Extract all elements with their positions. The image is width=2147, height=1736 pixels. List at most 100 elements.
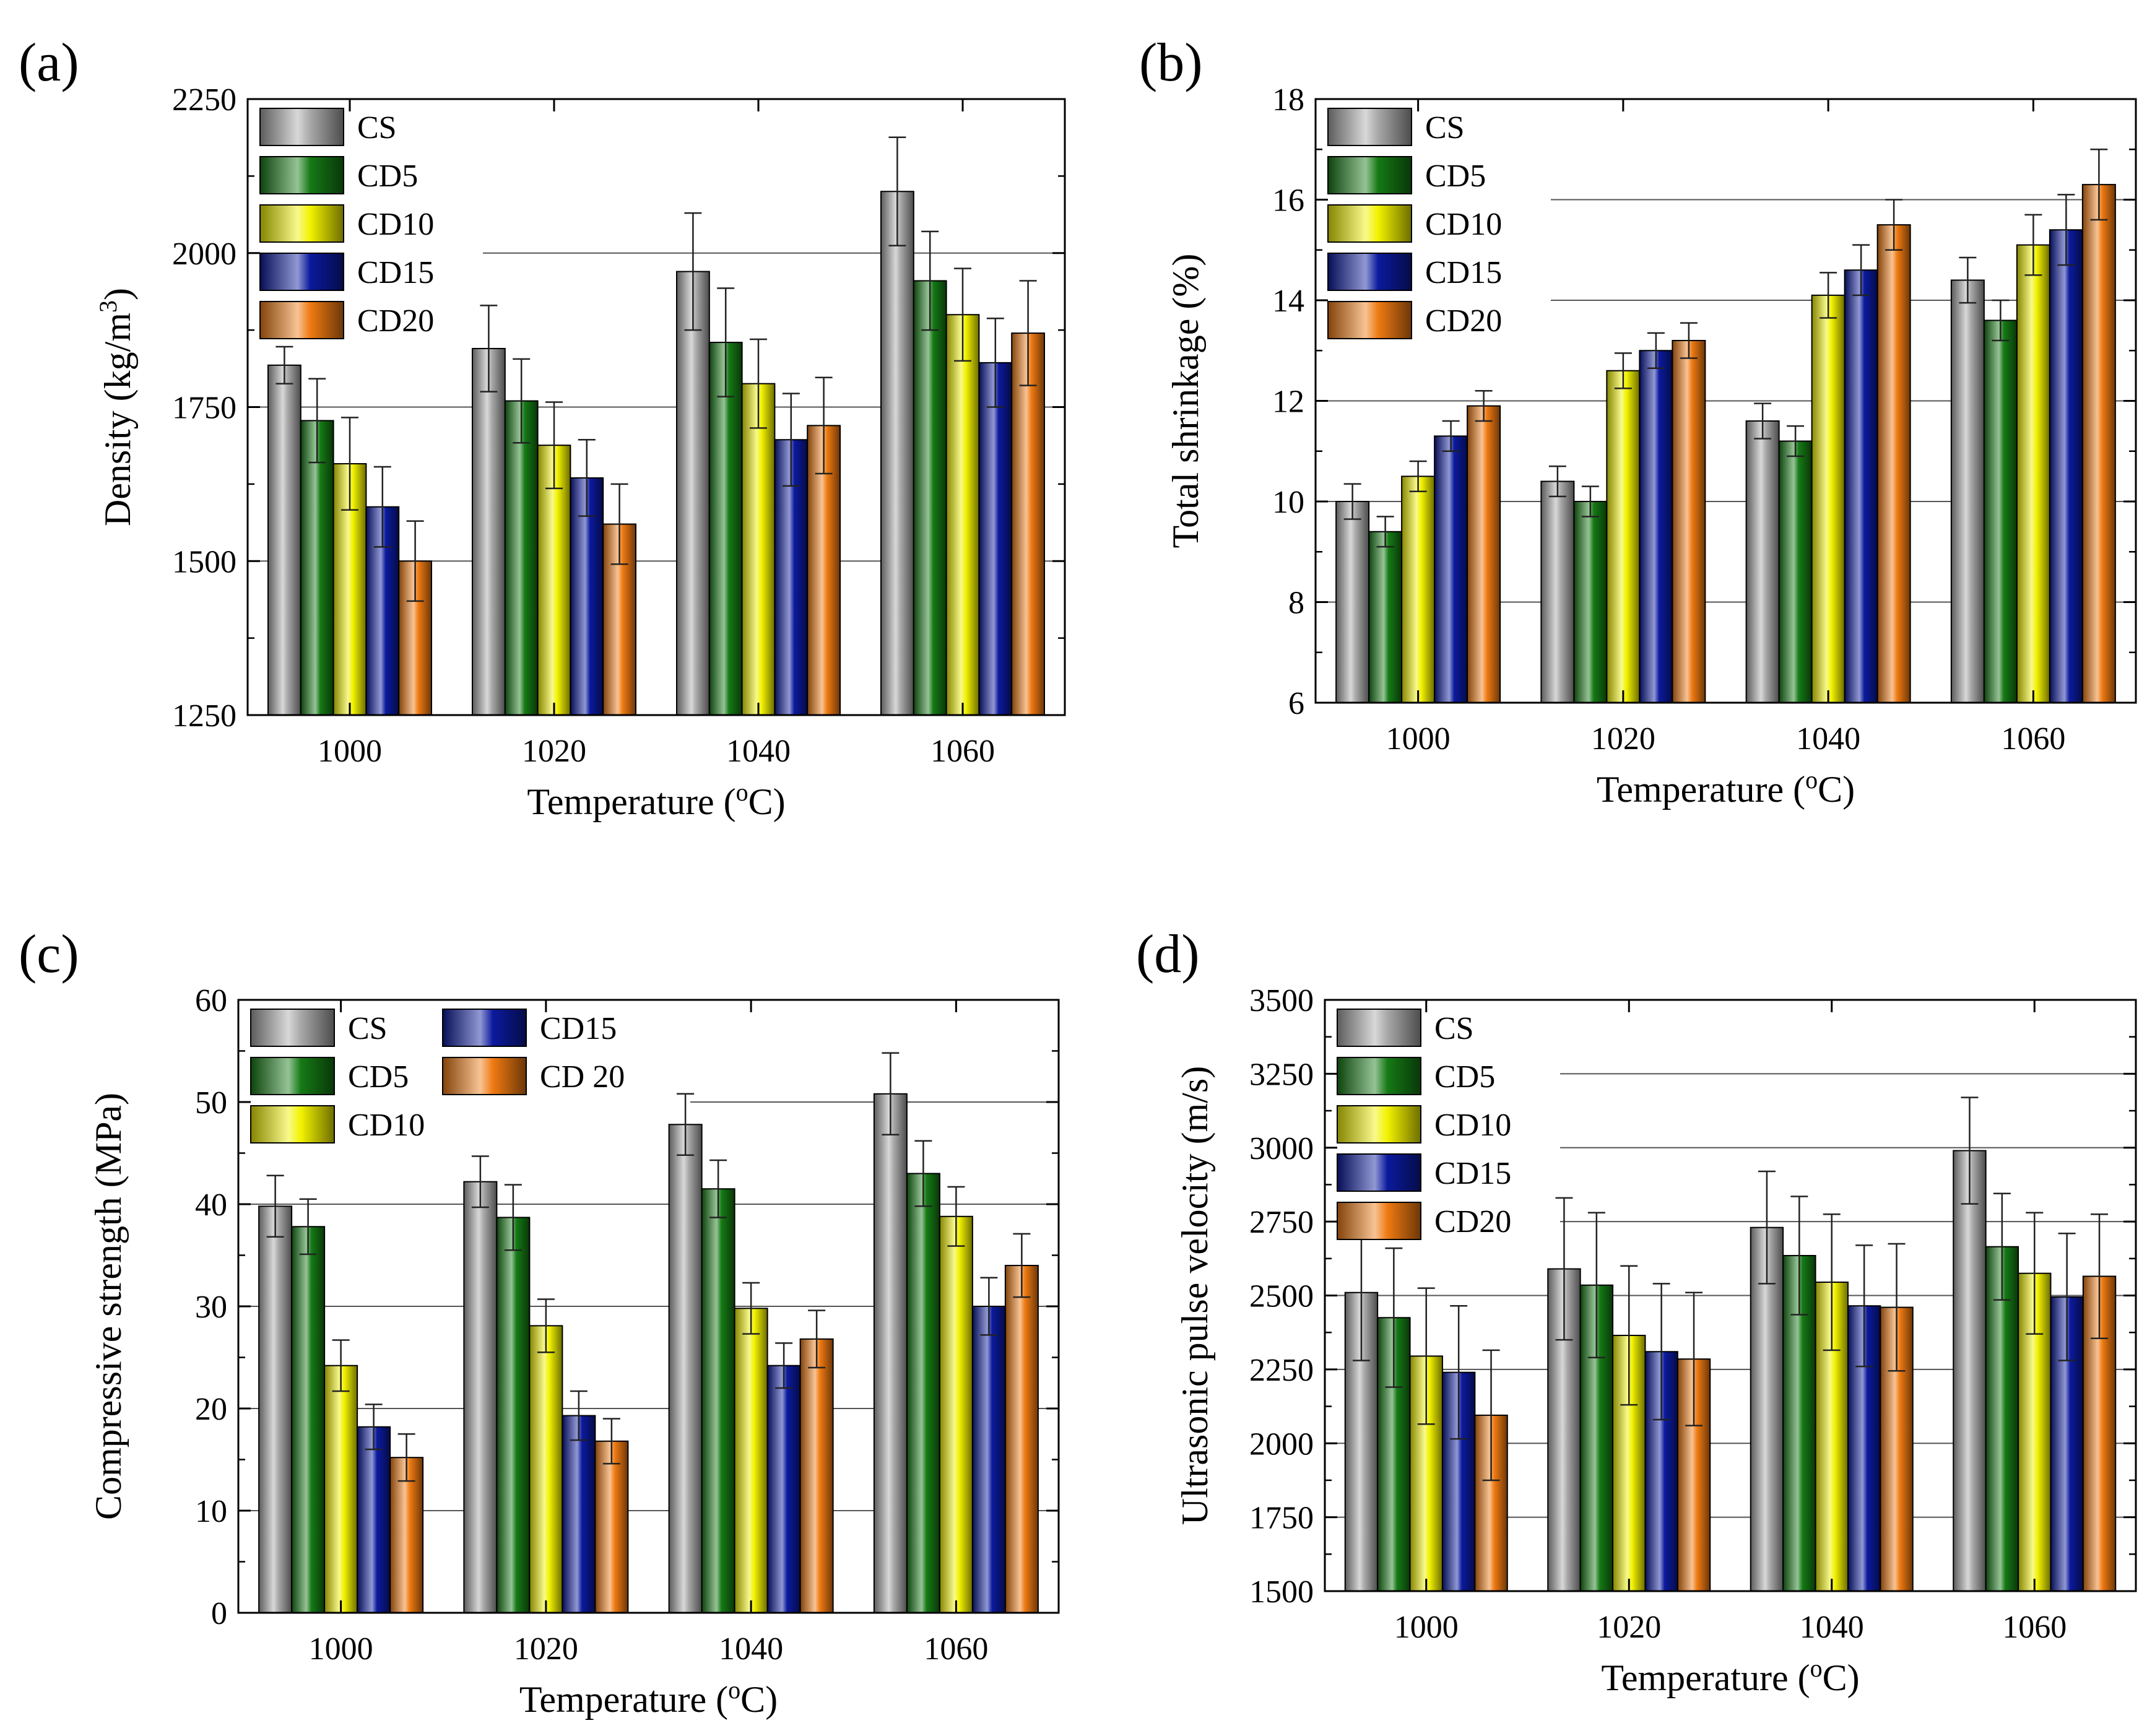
y-tick-label: 50	[195, 1085, 227, 1121]
error-bar	[299, 1198, 317, 1256]
error-bar	[684, 212, 702, 331]
legend-swatch	[1327, 253, 1412, 291]
legend-swatch	[1337, 1153, 1421, 1192]
x-tick-label: 1060	[2002, 1610, 2067, 1645]
bar-cs-1060	[1953, 1150, 1987, 1592]
bar-cs-1040	[668, 1124, 703, 1614]
bar-cs-1000	[267, 364, 301, 716]
y-tick-label: 1750	[1249, 1501, 1314, 1536]
error-bar	[537, 1298, 555, 1353]
error-bar	[266, 1174, 284, 1238]
y-tick-label: 10	[1272, 485, 1304, 520]
bar-cd10-1060	[945, 314, 980, 716]
y-tick-label: 3250	[1249, 1057, 1314, 1092]
bar-cd15-1060	[978, 362, 1013, 716]
legend-swatch	[259, 156, 344, 194]
error-bar	[921, 230, 939, 331]
error-bar	[1823, 1213, 1841, 1352]
bar-cs-1040	[1745, 420, 1780, 703]
bar-cd20-1060	[1004, 1265, 1039, 1613]
legend-label: CS	[1425, 110, 1465, 145]
error-bar	[1787, 425, 1805, 458]
x-tick-label: 1000	[1386, 721, 1451, 757]
legend: CS CD5 CD10 CD15 CD20	[1337, 1009, 1511, 1240]
bar-cd10-1020	[1606, 370, 1641, 703]
error-bar	[914, 1140, 932, 1207]
x-tick-label: 1020	[1597, 1610, 1661, 1645]
x-tick-label: 1000	[309, 1631, 373, 1667]
bar-cd15-1020	[562, 1415, 596, 1614]
error-bar	[332, 1339, 350, 1392]
bar-cd15-1000	[1434, 435, 1468, 703]
bar-cs-1020	[472, 347, 506, 716]
legend-label: CD15	[540, 1011, 617, 1046]
error-bar	[1961, 1096, 1979, 1205]
legend-swatch	[1337, 1105, 1421, 1144]
panel-label: (b)	[1139, 33, 1203, 93]
error-bar	[775, 1342, 793, 1389]
legend-swatch	[250, 1057, 335, 1095]
bar-cd10-1000	[1401, 475, 1436, 703]
y-tick-label: 3500	[1249, 983, 1314, 1018]
y-tick-label: 2750	[1249, 1205, 1314, 1240]
legend-swatch	[259, 108, 344, 146]
legend-label: CD 20	[540, 1059, 625, 1095]
legend-swatch	[442, 1009, 527, 1047]
error-bar	[1019, 280, 1037, 386]
legend-label: CD10	[357, 207, 434, 242]
error-bar	[1820, 272, 1837, 319]
error-bar	[1581, 485, 1599, 518]
error-bar	[341, 417, 358, 511]
error-bar	[570, 1390, 588, 1441]
legend-label: CD5	[1425, 158, 1486, 194]
bar-cd20-1000	[389, 1457, 424, 1613]
y-tick-label: 1500	[172, 544, 236, 579]
chart-panel-4: (d) 1500 1750 2000 2250 2500 2750 3000 3250 3500 1…	[1136, 924, 2137, 1698]
legend-label: CS	[348, 1011, 388, 1046]
error-bar	[808, 1309, 826, 1369]
x-axis-title: Temperature (oC)	[527, 778, 785, 823]
bar-cd5-1000	[300, 420, 334, 716]
bar-cs-1040	[676, 271, 710, 716]
legend-label: CD5	[1434, 1059, 1495, 1095]
legend-label: CD15	[1434, 1156, 1511, 1191]
x-tick-label: 1020	[1591, 721, 1655, 757]
bar-cs-1060	[1950, 279, 1985, 703]
bar-cd20-1020	[1672, 340, 1706, 703]
bar-cd10-1060	[939, 1215, 973, 1614]
error-bar	[2024, 214, 2042, 276]
error-bar	[1754, 402, 1772, 440]
bar-cd15-1020	[570, 477, 604, 716]
error-bar	[2057, 194, 2075, 266]
x-tick-label: 1020	[514, 1631, 578, 1667]
bar-cd10-1060	[2016, 244, 2050, 703]
error-bar	[275, 345, 293, 384]
error-bar	[365, 1404, 383, 1451]
y-tick-label: 20	[195, 1392, 227, 1427]
error-bar	[1376, 516, 1394, 548]
bar-cd15-1020	[1639, 350, 1673, 703]
x-axis-title: Temperature (oC)	[1597, 766, 1855, 810]
legend-swatch	[1337, 1009, 1421, 1047]
legend: CS CD5 CD10 CD15 CD 20	[250, 1009, 625, 1144]
bar-cd10-1040	[741, 383, 776, 716]
error-bar	[782, 393, 800, 487]
legend: CS CD5 CD10 CD15 CD20	[1327, 108, 1502, 339]
x-tick-label: 1040	[1796, 721, 1860, 757]
legend-swatch	[1327, 108, 1412, 146]
bar-cs-1020	[463, 1181, 498, 1613]
bar-cd20-1020	[594, 1440, 629, 1614]
y-tick-label: 3000	[1249, 1131, 1314, 1166]
error-bar	[610, 483, 628, 565]
bar-cd5-1020	[496, 1217, 531, 1613]
chart-panel-1: (a) 1250 1500 1750 2000 2250 1000 1020 1040 1060 T…	[19, 33, 1066, 823]
error-bar	[1993, 1192, 2011, 1301]
legend-label: CS	[357, 110, 397, 145]
legend-label: CD15	[357, 255, 434, 290]
error-bar	[1685, 1291, 1703, 1426]
x-tick-label: 1060	[924, 1631, 988, 1667]
legend-swatch	[442, 1057, 527, 1095]
x-tick-label: 1040	[726, 734, 791, 769]
y-tick-label: 6	[1288, 686, 1304, 721]
